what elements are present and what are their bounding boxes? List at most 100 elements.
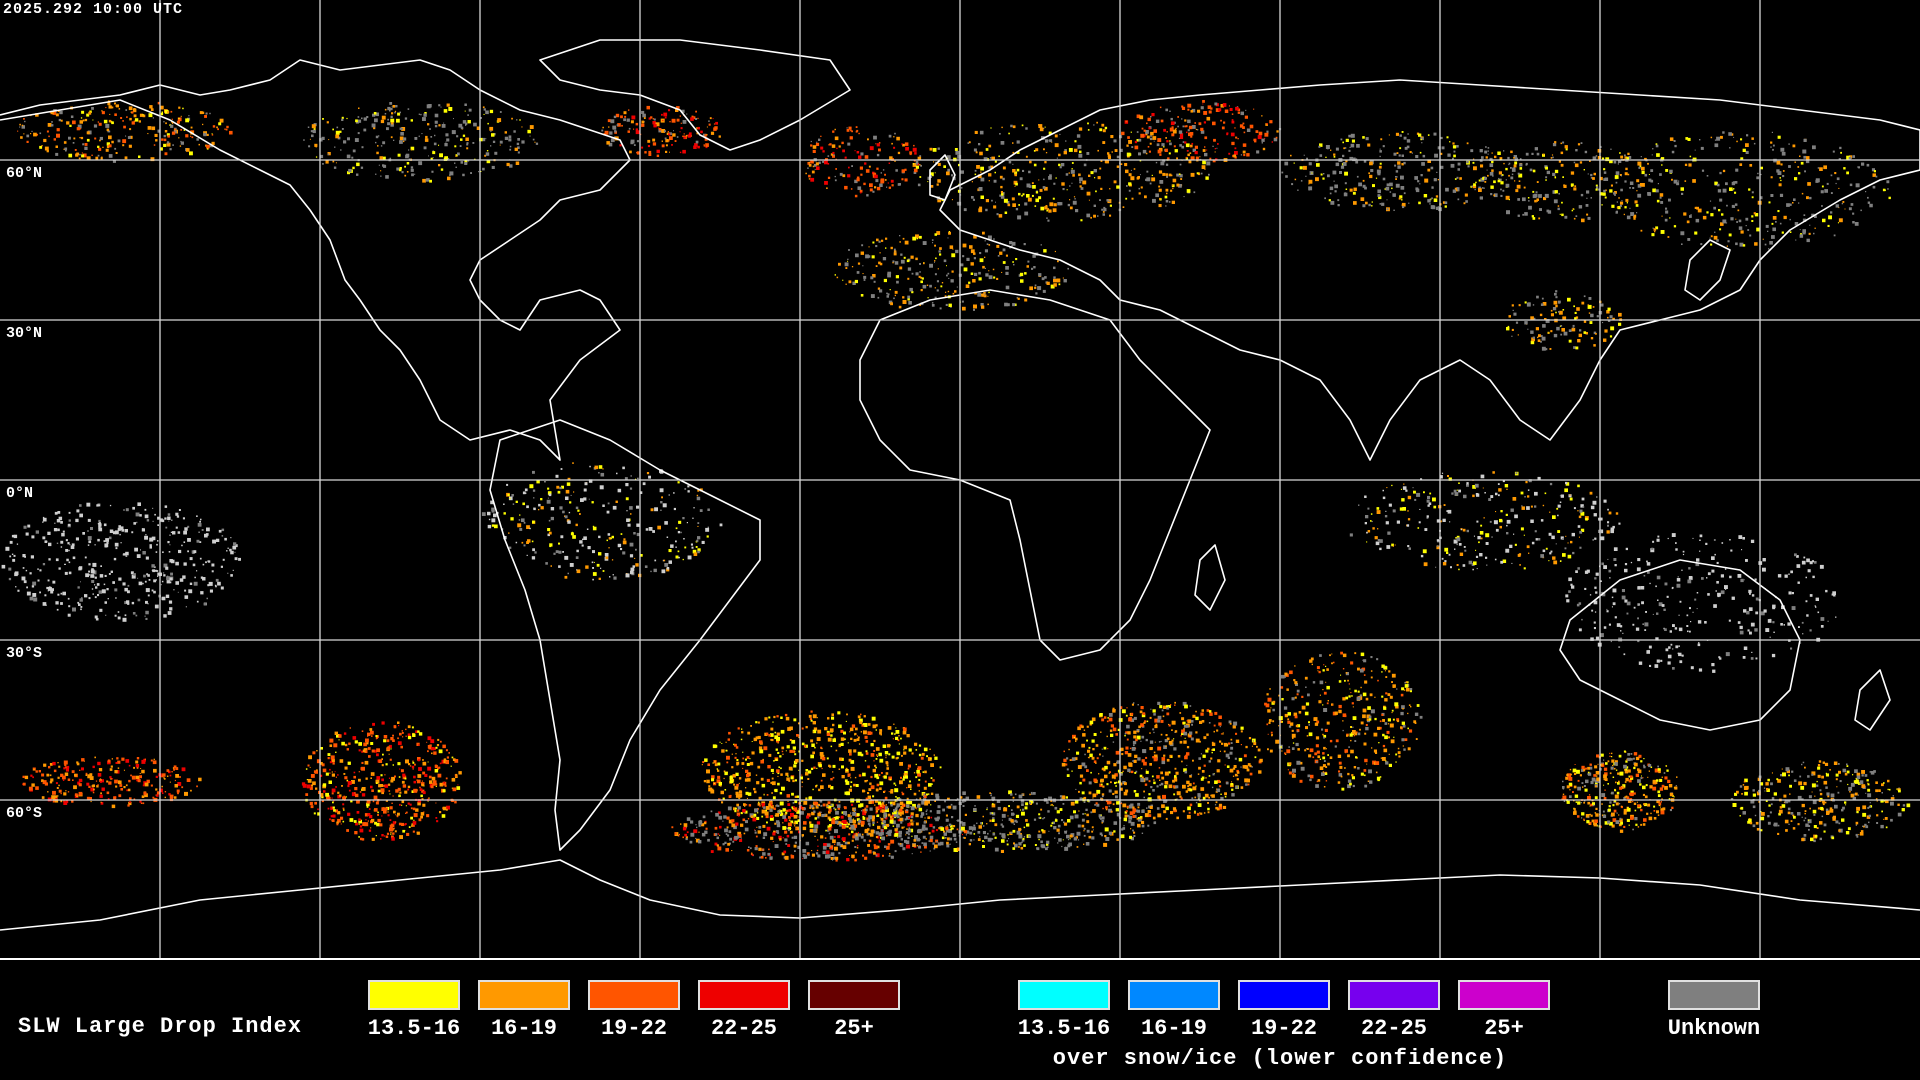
slw-pixel bbox=[354, 831, 358, 835]
slw-pixel bbox=[1686, 625, 1689, 627]
slw-pixel bbox=[1008, 160, 1012, 164]
slw-pixel bbox=[1558, 311, 1560, 313]
slw-pixel bbox=[387, 122, 391, 126]
slw-pixel bbox=[160, 105, 164, 110]
slw-pixel bbox=[1754, 628, 1758, 632]
slw-pixel bbox=[1005, 271, 1009, 275]
slw-pixel bbox=[1618, 312, 1622, 317]
slw-pixel bbox=[1417, 527, 1420, 529]
slw-pixel bbox=[62, 591, 66, 596]
slw-pixel bbox=[86, 782, 90, 786]
slw-pixel bbox=[1393, 152, 1397, 156]
slw-pixel bbox=[687, 134, 691, 138]
slw-pixel bbox=[1416, 188, 1419, 191]
slw-pixel bbox=[1308, 186, 1313, 191]
slw-pixel bbox=[904, 168, 907, 171]
slw-pixel bbox=[166, 580, 170, 584]
slw-pixel bbox=[227, 572, 229, 574]
slw-pixel bbox=[124, 601, 128, 605]
slw-pixel bbox=[1772, 621, 1775, 624]
slw-pixel bbox=[1586, 190, 1590, 194]
slw-pixel bbox=[1508, 162, 1511, 165]
slw-pixel bbox=[1619, 204, 1622, 207]
slw-pixel bbox=[1086, 213, 1091, 218]
slw-pixel bbox=[1559, 560, 1562, 562]
slw-pixel bbox=[628, 109, 630, 111]
slw-pixel bbox=[529, 135, 531, 137]
slw-pixel bbox=[874, 186, 877, 189]
slw-pixel bbox=[96, 583, 100, 586]
slw-pixel bbox=[31, 585, 35, 588]
slw-pixel bbox=[434, 134, 436, 137]
slw-pixel bbox=[39, 132, 42, 135]
slw-pixel bbox=[157, 101, 161, 105]
slw-pixel bbox=[670, 544, 674, 548]
slw-pixel bbox=[695, 118, 698, 120]
slw-pixel bbox=[142, 114, 146, 118]
slw-pixel bbox=[1581, 301, 1585, 305]
slw-pixel bbox=[1562, 538, 1564, 540]
slw-pixel bbox=[438, 749, 443, 754]
slw-pixel bbox=[1577, 484, 1580, 488]
slw-pixel bbox=[1535, 538, 1538, 541]
slw-pixel bbox=[114, 113, 117, 116]
slw-pixel bbox=[968, 141, 971, 144]
slw-pixel bbox=[1749, 234, 1752, 237]
slw-pixel bbox=[592, 550, 595, 554]
slw-pixel bbox=[60, 592, 63, 595]
slw-pixel bbox=[1120, 163, 1123, 165]
slw-pixel bbox=[1401, 498, 1405, 502]
slw-pixel bbox=[999, 175, 1003, 179]
slw-pixel bbox=[608, 547, 610, 549]
slw-pixel bbox=[1158, 204, 1162, 208]
slw-pixel bbox=[1560, 325, 1563, 327]
slw-pixel bbox=[326, 121, 329, 124]
slw-pixel bbox=[1505, 179, 1507, 181]
slw-pixel bbox=[1048, 139, 1050, 142]
slw-pixel bbox=[329, 761, 332, 764]
slw-pixel bbox=[1695, 562, 1700, 567]
slw-pixel bbox=[1560, 142, 1562, 145]
slw-pixel bbox=[1754, 242, 1758, 246]
slw-pixel bbox=[485, 138, 487, 140]
slw-pixel bbox=[176, 789, 180, 793]
slw-pixel bbox=[161, 580, 164, 583]
slw-pixel bbox=[1165, 200, 1169, 203]
slw-pixel bbox=[1320, 173, 1323, 176]
slw-pixel bbox=[844, 185, 848, 190]
slw-pixel bbox=[1493, 194, 1495, 197]
slw-pixel bbox=[907, 267, 912, 271]
slw-pixel bbox=[88, 597, 91, 600]
slw-pixel bbox=[883, 278, 887, 283]
slw-pixel bbox=[1002, 248, 1006, 252]
slw-pixel bbox=[1563, 184, 1566, 187]
slw-pixel bbox=[1505, 195, 1510, 200]
slw-pixel bbox=[99, 574, 104, 578]
slw-pixel bbox=[1664, 582, 1668, 586]
slw-pixel bbox=[205, 561, 207, 564]
slw-pixel bbox=[52, 111, 57, 115]
slw-pixel bbox=[902, 237, 905, 240]
slw-pixel bbox=[357, 119, 362, 123]
slw-pixel bbox=[579, 513, 581, 515]
slw-pixel bbox=[1231, 113, 1234, 115]
slw-pixel bbox=[1550, 309, 1553, 312]
slw-pixel bbox=[901, 791, 903, 794]
slw-pixel bbox=[81, 152, 83, 154]
slw-pixel bbox=[1515, 189, 1519, 193]
slw-pixel bbox=[128, 779, 131, 783]
slw-pixel bbox=[1867, 201, 1871, 204]
slw-pixel bbox=[118, 108, 121, 110]
slw-pixel bbox=[1109, 204, 1112, 207]
slw-pixel bbox=[147, 574, 150, 577]
slw-pixel bbox=[358, 823, 360, 825]
slw-pixel bbox=[380, 119, 385, 124]
slw-pixel bbox=[1053, 266, 1056, 270]
slw-pixel bbox=[1406, 139, 1411, 143]
slw-pixel bbox=[1420, 478, 1423, 481]
slw-pixel bbox=[1669, 169, 1673, 174]
slw-pixel bbox=[1047, 219, 1050, 222]
slw-pixel bbox=[358, 742, 362, 746]
slw-pixel bbox=[1724, 568, 1727, 570]
slw-pixel bbox=[412, 830, 415, 833]
